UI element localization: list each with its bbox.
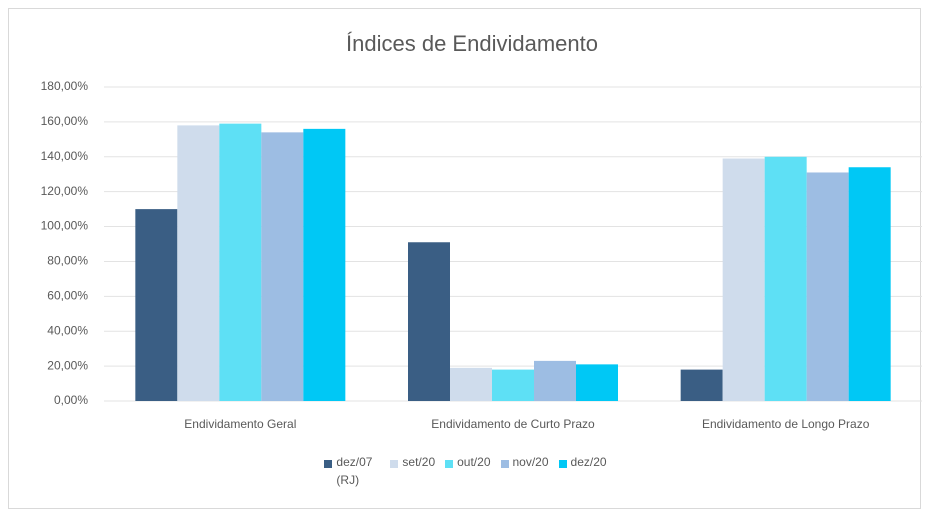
bar (303, 128, 346, 401)
bar (534, 360, 576, 401)
y-tick-label: 20,00% (47, 358, 88, 372)
bar (680, 369, 723, 401)
bar (408, 242, 450, 401)
bar (806, 172, 849, 401)
legend-item: dez/20 (558, 455, 607, 489)
legend-swatch (445, 460, 454, 468)
y-tick-label: 160,00% (41, 114, 89, 128)
legend-item: nov/20 (500, 455, 549, 489)
legend-item: set/20 (390, 455, 436, 489)
legend-label: set/20 (402, 455, 436, 469)
y-tick-label: 140,00% (41, 149, 89, 163)
legend-item: dez/07 (RJ) (324, 455, 380, 489)
chart-title: Índices de Endividamento (346, 31, 598, 56)
y-tick-label: 80,00% (47, 254, 88, 268)
bar (450, 367, 492, 401)
legend-swatch (558, 460, 567, 468)
bar (177, 125, 220, 401)
legend-swatch (324, 460, 333, 468)
legend-swatch (500, 460, 509, 468)
bar (135, 209, 178, 401)
x-tick-label: Endividamento Geral (184, 417, 296, 431)
y-tick-label: 40,00% (47, 323, 88, 337)
y-tick-label: 100,00% (41, 219, 89, 233)
bar (492, 369, 534, 401)
y-tick-label: 60,00% (47, 289, 88, 303)
legend-label: dez/20 (570, 455, 607, 469)
bar (261, 132, 304, 401)
legend-label: dez/07 (RJ) (336, 455, 373, 487)
legend: dez/07 (RJ) set/20 out/20 nov/20 dez/20 (0, 455, 931, 489)
legend-swatch (390, 460, 399, 468)
y-tick-label: 0,00% (54, 393, 88, 407)
bar (576, 364, 618, 401)
y-tick-label: 180,00% (41, 79, 89, 93)
legend-item: out/20 (445, 455, 491, 489)
legend-label: nov/20 (512, 455, 549, 469)
bar (219, 123, 262, 401)
x-tick-label: Endividamento de Longo Prazo (702, 417, 870, 431)
y-tick-label: 120,00% (41, 184, 89, 198)
legend-label: out/20 (457, 455, 491, 469)
bar (722, 158, 765, 401)
x-tick-label: Endividamento de Curto Prazo (431, 417, 595, 431)
bar (764, 156, 807, 401)
bar (848, 167, 891, 401)
